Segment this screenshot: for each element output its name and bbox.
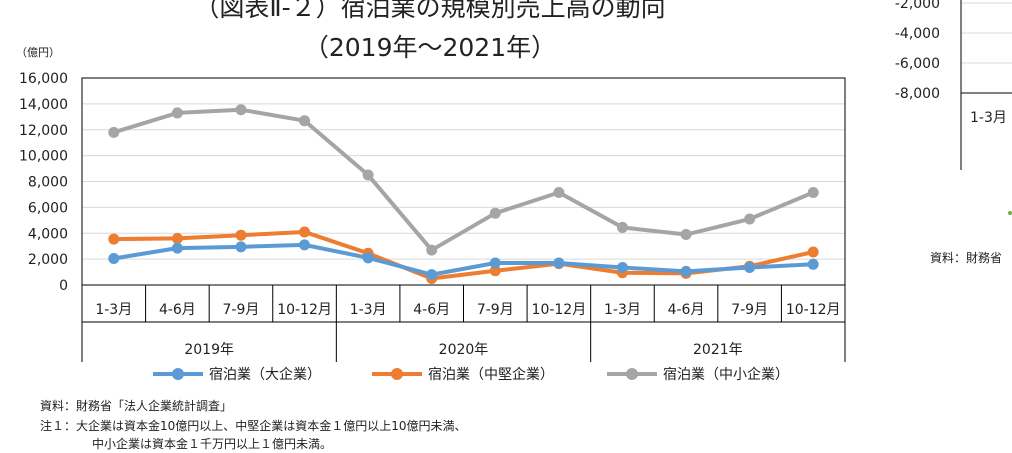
legend-label: 宿泊業（中堅企業） <box>428 367 554 383</box>
x-tick-label: 7-9月 <box>731 302 768 318</box>
data-point <box>616 221 628 233</box>
y-tick-label: 2,000 <box>28 252 68 268</box>
y-tick-label: 10,000 <box>19 149 68 165</box>
data-point <box>680 229 692 241</box>
data-point <box>807 258 819 270</box>
side-category-label: 1-3月 <box>970 110 1007 126</box>
x-tick-label: 10-12月 <box>786 302 841 318</box>
y-tick-label: 12,000 <box>19 123 68 139</box>
data-point <box>553 186 565 198</box>
data-point <box>171 232 183 244</box>
data-point <box>108 126 120 138</box>
year-label: 2020年 <box>439 342 489 358</box>
y-tick-label: 4,000 <box>28 226 68 242</box>
y-tick-label: 6,000 <box>28 200 68 216</box>
series-line <box>113 107 814 253</box>
y-axis-ticks: 0 2,000 4,000 6,000 8,000 10,000 12,000 14,000 1… <box>19 71 68 294</box>
y-tick-label: 14,000 <box>19 97 68 113</box>
data-point <box>553 257 565 269</box>
side-legend-marker <box>1008 211 1012 215</box>
side-y-tick-label: -2,000 <box>895 0 940 12</box>
data-point <box>235 229 247 241</box>
data-point <box>680 265 692 277</box>
legend-label: 宿泊業（大企業） <box>209 367 321 383</box>
legend-item: 宿泊業（中堅企業） <box>372 363 554 385</box>
data-point <box>235 241 247 253</box>
x-tick-label: 1-3月 <box>604 302 641 318</box>
legend: 宿泊業（大企業） 宿泊業（中堅企業） 宿泊業（中小企業） <box>0 363 1012 385</box>
chart-title-line1: （図表Ⅱ-２）宿泊業の規模別売上高の動向 <box>194 0 666 22</box>
legend-swatch <box>372 363 422 385</box>
side-source-label: 資料：財務省 <box>930 250 1002 265</box>
y-tick-label: 16,000 <box>19 71 68 87</box>
data-point <box>108 233 120 245</box>
side-y-tick-label: -8,000 <box>895 86 940 102</box>
legend-item: 宿泊業（大企業） <box>153 363 321 385</box>
data-point <box>299 226 311 238</box>
x-tick-label: 1-3月 <box>350 302 387 318</box>
series-layer <box>108 104 819 285</box>
data-point <box>616 262 628 274</box>
x-tick-label: 10-12月 <box>277 302 332 318</box>
data-point <box>108 252 120 264</box>
year-label: 2019年 <box>184 342 234 358</box>
x-tick-label: 7-9月 <box>223 302 260 318</box>
x-tick-label: 4-6月 <box>159 302 196 318</box>
x-tick-label: 7-9月 <box>477 302 514 318</box>
legend-swatch <box>607 363 657 385</box>
x-tick-label: 4-6月 <box>413 302 450 318</box>
data-point <box>235 104 247 116</box>
footnote-2: 中小企業は資本金１千万円以上１億円未満。 <box>92 437 333 451</box>
x-tick-label: 4-6月 <box>668 302 705 318</box>
legend-item: 宿泊業（中小企業） <box>607 363 789 385</box>
data-point <box>744 213 756 225</box>
year-label: 2021年 <box>693 342 743 358</box>
data-point <box>489 265 501 277</box>
x-tick-label: 10-12月 <box>532 302 587 318</box>
source-note: 資料：財務省「法人企業統計調査」 <box>40 399 233 413</box>
data-point <box>171 242 183 254</box>
side-y-tick-label: -6,000 <box>895 56 940 72</box>
side-y-tick-label: -4,000 <box>895 26 940 42</box>
legend-label: 宿泊業（中小企業） <box>663 367 789 383</box>
data-point <box>171 107 183 119</box>
axes <box>81 77 846 362</box>
data-point <box>426 269 438 281</box>
data-point <box>807 246 819 258</box>
data-point <box>489 257 501 269</box>
legend-swatch <box>153 363 203 385</box>
data-point <box>489 207 501 219</box>
chart-title-line2: （2019年〜2021年） <box>303 33 557 62</box>
data-point <box>807 186 819 198</box>
data-point <box>362 169 374 181</box>
y-axis-unit: （億円） <box>16 46 60 59</box>
data-point <box>362 252 374 264</box>
y-tick-label: 0 <box>59 278 68 294</box>
data-point <box>744 262 756 274</box>
series-line <box>113 242 814 277</box>
x-axis-categories: 1-3月 4-6月 7-9月 10-12月 1-3月 4-6月 7-9月 10-12月 1-3月… <box>95 302 840 358</box>
x-tick-label: 1-3月 <box>95 302 132 318</box>
data-point <box>299 115 311 127</box>
data-point <box>426 244 438 256</box>
data-point <box>299 239 311 251</box>
footnote-1: 注１：大企業は資本金10億円以上、中堅企業は資本金１億円以上10億円未満、 <box>40 419 467 433</box>
y-tick-label: 8,000 <box>28 175 68 191</box>
